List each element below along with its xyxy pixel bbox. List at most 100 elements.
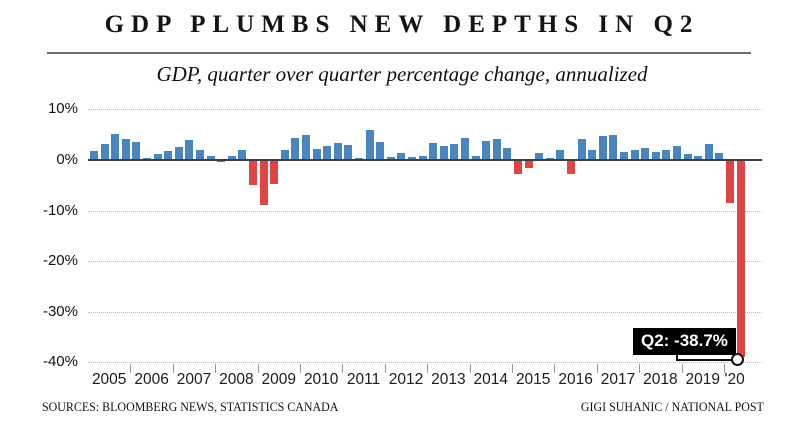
- x-axis-tick: [300, 364, 301, 373]
- x-axis-year-label-2007: 2007: [176, 371, 212, 388]
- x-axis-year-label-2009: 2009: [261, 371, 297, 388]
- y-axis-tick-label: -20%: [42, 252, 78, 270]
- bar-2009-Q4: [291, 137, 300, 160]
- bar-2018-Q3: [662, 149, 671, 160]
- bar-2014-Q1: [471, 156, 480, 160]
- bar-2012-Q1: [386, 156, 395, 160]
- bar-2018-Q4: [673, 146, 681, 160]
- x-axis-tick: [342, 364, 344, 373]
- bar-2007-Q2: [185, 140, 194, 160]
- bar-2017-Q3: [620, 152, 628, 160]
- x-axis-tick: [130, 364, 132, 373]
- bar-2011-Q2: [355, 157, 363, 160]
- bar-2017-Q2: [609, 134, 618, 160]
- x-axis-tick: [639, 364, 641, 373]
- bar-2005-Q3: [111, 133, 120, 160]
- gridline--20%: [88, 261, 762, 263]
- bar-2017-Q4: [630, 150, 639, 160]
- bar-2010-Q1: [302, 135, 310, 160]
- y-axis-tick-label: -10%: [42, 201, 78, 219]
- x-axis-tick: [596, 364, 598, 373]
- bar-2006-Q3: [153, 154, 162, 160]
- x-axis-tick: [427, 364, 429, 373]
- x-axis-year-label-2010: 2010: [303, 371, 339, 388]
- zero-axis-line: [88, 159, 762, 161]
- x-axis-year-label-20: '20: [724, 371, 745, 388]
- y-axis-tick-label: -40%: [42, 353, 78, 371]
- bar-2015-Q1: [514, 161, 522, 174]
- x-axis-year-label-2013: 2013: [431, 371, 466, 388]
- x-axis-year-label-2014: 2014: [473, 371, 509, 388]
- bar-2019-Q3: [704, 143, 713, 160]
- bar-2009-Q1: [259, 161, 268, 206]
- x-axis-year-label-2017: 2017: [600, 371, 636, 388]
- bar-2012-Q3: [408, 156, 416, 160]
- bar-2006-Q1: [132, 142, 141, 160]
- gridline--40%: [88, 362, 762, 364]
- bar-2008-Q3: [238, 149, 247, 160]
- bar-2013-Q4: [461, 138, 469, 160]
- x-axis-year-label-2011: 2011: [346, 371, 381, 388]
- bar-2007-Q3: [196, 150, 204, 160]
- bar-2011-Q1: [344, 145, 353, 160]
- bar-2007-Q4: [206, 155, 215, 160]
- y-axis-tick-label: 10%: [47, 100, 78, 118]
- x-axis-year-label-2005: 2005: [91, 371, 127, 388]
- bar-2019-Q2: [694, 156, 703, 160]
- bar-2008-Q1: [217, 161, 226, 162]
- x-axis-tick: [681, 364, 683, 373]
- x-axis-year-label-2018: 2018: [643, 371, 678, 388]
- bar-20-Q2: [736, 161, 745, 357]
- bar-2016-Q4: [588, 149, 597, 160]
- bar-2016-Q2: [567, 161, 575, 174]
- x-axis-tick: [384, 364, 386, 373]
- bar-2017-Q1: [598, 135, 607, 160]
- x-axis-tick: [215, 364, 217, 373]
- x-axis-tick: [554, 364, 556, 373]
- bar-2008-Q2: [227, 155, 236, 160]
- bar-2018-Q2: [651, 151, 660, 160]
- bar-2005-Q2: [100, 144, 109, 160]
- bar-2008-Q4: [249, 161, 257, 186]
- x-axis-year-label-2012: 2012: [388, 371, 424, 388]
- title-divider-rule: [47, 52, 751, 54]
- x-axis-tick: [257, 364, 259, 373]
- x-axis-tick: [512, 364, 513, 373]
- bar-2011-Q3: [365, 130, 374, 160]
- bar-2005-Q4: [121, 138, 130, 160]
- bar-2007-Q1: [174, 146, 183, 160]
- bar-2016-Q1: [556, 150, 565, 160]
- x-axis-year-label-2006: 2006: [134, 371, 169, 388]
- bar-2011-Q4: [376, 142, 385, 160]
- x-axis-year-label-2019: 2019: [685, 371, 721, 388]
- bar-2005-Q1: [90, 151, 98, 160]
- gridline--30%: [88, 311, 762, 313]
- bar-2010-Q2: [312, 148, 321, 160]
- x-axis-tick: [724, 364, 725, 373]
- bar-2012-Q2: [397, 152, 406, 160]
- x-axis-year-label-2015: 2015: [515, 371, 551, 388]
- bar-2019-Q1: [683, 154, 692, 160]
- bar-2014-Q4: [503, 148, 512, 160]
- chart-title: GDP PLUMBS NEW DEPTHS IN Q2: [104, 11, 700, 38]
- bar-2010-Q3: [323, 146, 332, 160]
- bar-2015-Q3: [535, 153, 544, 160]
- bar-2013-Q3: [450, 144, 459, 160]
- bar-20-Q1: [726, 161, 734, 203]
- annotation-connector-vertical: [676, 353, 678, 361]
- x-axis-tick: [172, 364, 174, 373]
- bar-2013-Q2: [439, 145, 448, 160]
- chart-subtitle: GDP, quarter over quarter percentage cha…: [156, 62, 648, 86]
- y-axis-tick-label: 0%: [56, 151, 78, 168]
- x-axis-tick: [469, 364, 471, 373]
- annotation-marker-circle-icon: [731, 353, 744, 366]
- x-axis-year-label-2008: 2008: [219, 371, 254, 388]
- bar-2014-Q2: [482, 140, 491, 160]
- bar-2014-Q3: [492, 139, 501, 160]
- q2-annotation-label: Q2: -38.7%: [633, 328, 736, 355]
- gridline--10%: [88, 210, 762, 212]
- bar-2019-Q4: [715, 153, 724, 160]
- y-axis-tick-label: -30%: [42, 302, 78, 320]
- bar-2009-Q2: [270, 161, 279, 185]
